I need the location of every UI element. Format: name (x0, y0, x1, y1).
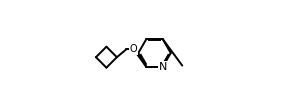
Text: N: N (158, 62, 167, 72)
Text: O: O (130, 44, 137, 54)
